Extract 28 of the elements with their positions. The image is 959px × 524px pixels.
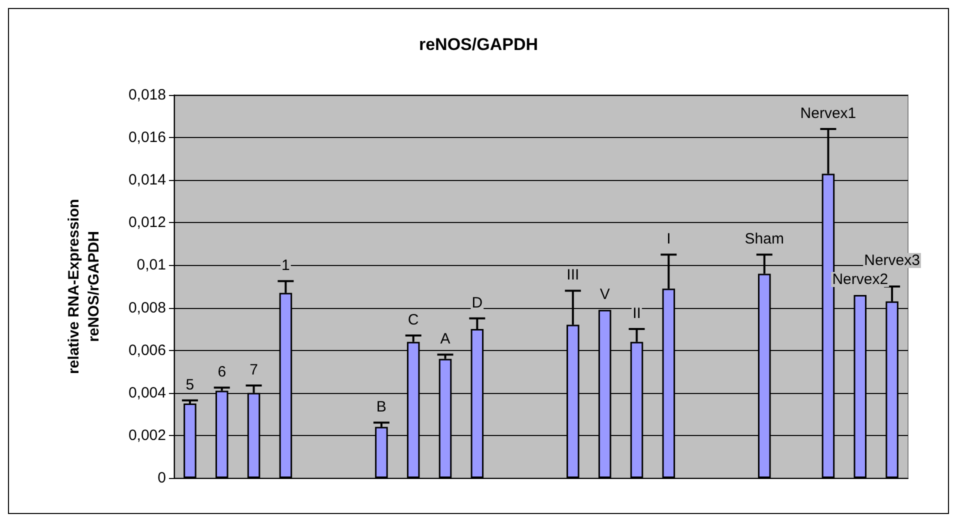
y-tick-label: 0,014 <box>128 172 166 189</box>
y-tick-label: 0,006 <box>128 342 166 359</box>
x-tick-label: Nervex1 <box>800 104 856 122</box>
y-tick-label: 0 <box>158 470 166 486</box>
x-tick-label: 5 <box>186 376 194 394</box>
y-tick-label: 0,008 <box>128 299 166 316</box>
x-tick-label: I <box>666 230 671 248</box>
x-tick-label: III <box>566 266 580 284</box>
y-axis-title: relative RNA-Expression reNOS/rGAPDH <box>66 198 102 374</box>
x-tick-label: 1 <box>282 257 290 274</box>
x-tick-label: Nervex3 <box>864 252 920 269</box>
y-tick-label: 0,018 <box>128 86 166 104</box>
y-tick-label: 0,004 <box>128 384 166 402</box>
y-tick-label: 0,012 <box>128 214 166 232</box>
x-tick-label: 6 <box>218 364 226 381</box>
x-tick-label: II <box>632 304 641 322</box>
x-tick-label: Sham <box>744 230 784 248</box>
x-tick-label: V <box>600 286 610 303</box>
x-tick-label: 7 <box>250 361 258 378</box>
y-tick-label: 0,01 <box>136 256 166 274</box>
x-tick-label: D <box>472 294 483 312</box>
x-tick-label: Nervex2 <box>832 271 888 288</box>
y-tick-label: 0,002 <box>128 426 166 444</box>
x-tick-label: C <box>408 311 419 328</box>
x-tick-label: A <box>440 330 450 348</box>
x-tick-label: B <box>376 398 386 416</box>
y-tick-label: 0,016 <box>128 129 166 146</box>
chart-title: reNOS/GAPDH <box>418 35 538 54</box>
